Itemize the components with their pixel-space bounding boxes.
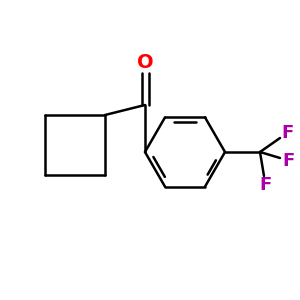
Text: F: F (283, 152, 295, 169)
Text: F: F (281, 124, 293, 142)
Text: O: O (137, 52, 153, 71)
Text: F: F (260, 176, 272, 194)
